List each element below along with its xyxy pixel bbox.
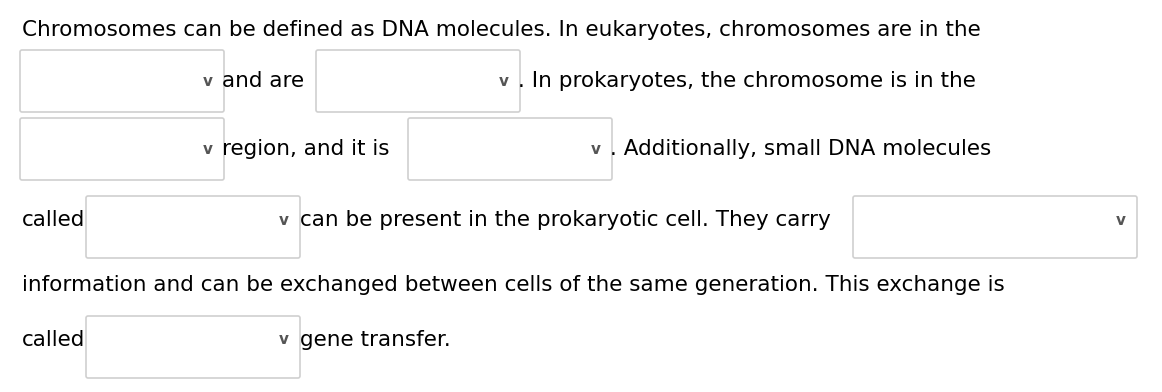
Text: called: called	[22, 330, 85, 350]
Text: called: called	[22, 210, 85, 230]
Text: can be present in the prokaryotic cell. They carry: can be present in the prokaryotic cell. …	[300, 210, 831, 230]
Text: . In prokaryotes, the chromosome is in the: . In prokaryotes, the chromosome is in t…	[518, 71, 976, 91]
FancyBboxPatch shape	[20, 50, 224, 112]
Text: . Additionally, small DNA molecules: . Additionally, small DNA molecules	[610, 139, 991, 159]
Text: v: v	[591, 142, 601, 156]
Text: v: v	[498, 74, 509, 89]
Text: v: v	[1116, 212, 1126, 227]
FancyBboxPatch shape	[20, 118, 224, 180]
Text: v: v	[203, 142, 213, 156]
Text: v: v	[279, 212, 289, 227]
FancyBboxPatch shape	[86, 196, 300, 258]
FancyBboxPatch shape	[316, 50, 521, 112]
Text: region, and it is: region, and it is	[222, 139, 389, 159]
FancyBboxPatch shape	[853, 196, 1136, 258]
Text: v: v	[279, 332, 289, 347]
Text: Chromosomes can be defined as DNA molecules. In eukaryotes, chromosomes are in t: Chromosomes can be defined as DNA molecu…	[22, 20, 981, 40]
Text: information and can be exchanged between cells of the same generation. This exch: information and can be exchanged between…	[22, 275, 1005, 295]
Text: and are: and are	[222, 71, 304, 91]
Text: gene transfer.: gene transfer.	[300, 330, 451, 350]
Text: v: v	[203, 74, 213, 89]
FancyBboxPatch shape	[408, 118, 612, 180]
FancyBboxPatch shape	[86, 316, 300, 378]
